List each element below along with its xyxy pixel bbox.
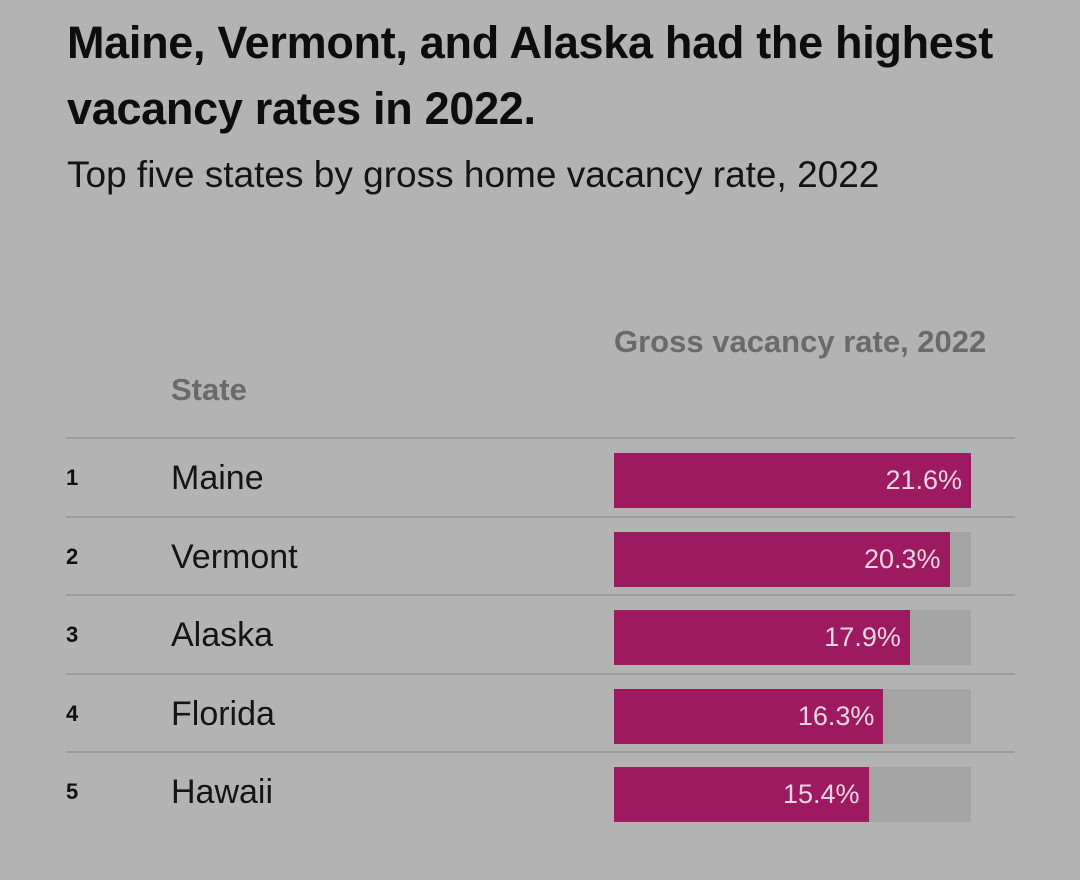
- table-row: 1 Maine 21.6%: [0, 439, 1080, 517]
- vacancy-rate-bar: 17.9%: [614, 610, 910, 665]
- rank-number: 1: [66, 465, 79, 490]
- rank-number: 2: [66, 544, 79, 569]
- rank-number: 3: [66, 622, 79, 647]
- state-name: Vermont: [171, 537, 298, 576]
- row-divider: [66, 516, 1015, 518]
- column-header-state: State: [171, 372, 247, 407]
- bar-track: 16.3%: [614, 689, 971, 744]
- vacancy-rate-label: 21.6%: [885, 465, 962, 495]
- state-name: Alaska: [171, 615, 274, 654]
- vacancy-rate-bar: 15.4%: [614, 767, 869, 822]
- state-name: Hawaii: [171, 772, 274, 811]
- bar-track: 17.9%: [614, 610, 971, 665]
- row-divider: [66, 673, 1015, 675]
- table-row: 3 Alaska 17.9%: [0, 596, 1080, 674]
- vacancy-rate-label: 16.3%: [797, 701, 875, 731]
- rank-number: 4: [66, 701, 79, 726]
- row-divider: [66, 437, 1015, 439]
- table-row: 5 Hawaii 15.4%: [0, 753, 1080, 831]
- vacancy-rate-bar: 21.6%: [614, 453, 971, 508]
- state-name: Maine: [171, 458, 264, 497]
- row-divider: [66, 751, 1015, 753]
- chart-title: Maine, Vermont, and Alaska had the highe…: [67, 17, 993, 134]
- table-row: 2 Vermont 20.3%: [0, 518, 1080, 596]
- table-row: 4 Florida 16.3%: [0, 675, 1080, 753]
- vacancy-rate-label: 20.3%: [863, 544, 941, 574]
- vacancy-rate-label: 17.9%: [824, 622, 901, 652]
- bar-track: 21.6%: [614, 453, 971, 508]
- vacancy-rate-bar: 20.3%: [614, 532, 950, 587]
- rank-number: 5: [66, 779, 79, 804]
- vacancy-rate-label: 15.4%: [782, 779, 860, 809]
- row-divider: [66, 594, 1015, 596]
- state-name: Florida: [171, 694, 275, 733]
- vacancy-rate-bar: 16.3%: [614, 689, 884, 744]
- column-header-vacancy-rate: Gross vacancy rate, 2022: [614, 324, 987, 359]
- chart-subtitle: Top five states by gross home vacancy ra…: [67, 154, 880, 195]
- bar-track: 15.4%: [614, 767, 971, 822]
- bar-track: 20.3%: [614, 532, 971, 587]
